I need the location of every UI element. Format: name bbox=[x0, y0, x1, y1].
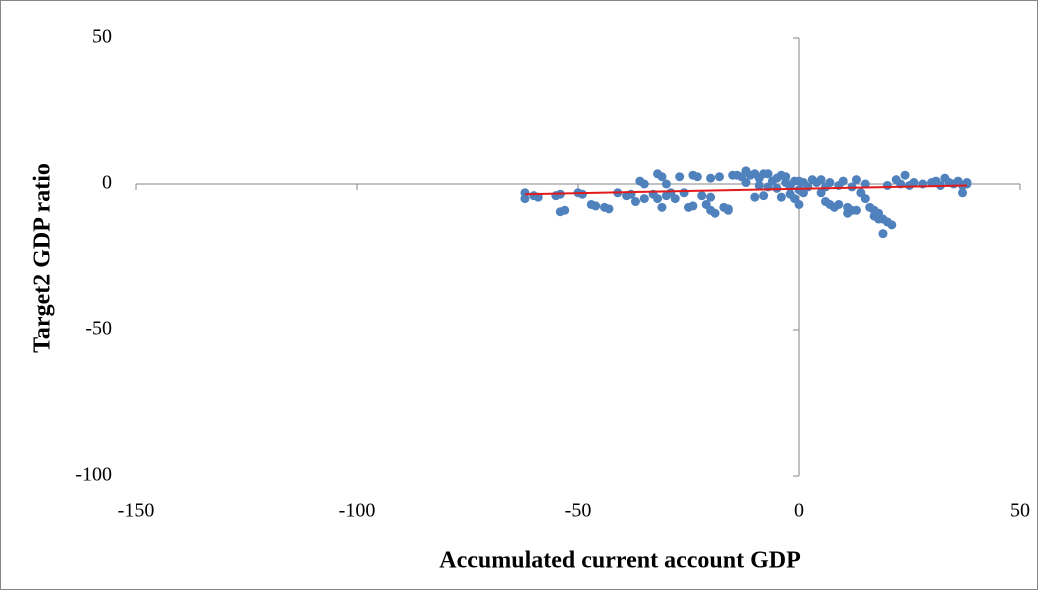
point bbox=[834, 199, 844, 209]
point bbox=[878, 229, 888, 239]
point bbox=[887, 220, 897, 230]
point bbox=[692, 172, 702, 182]
point bbox=[860, 194, 870, 204]
y-axis-title: Target2 GDP ratio bbox=[30, 163, 56, 353]
y-tick-label: -100 bbox=[75, 464, 112, 486]
point bbox=[604, 204, 614, 214]
point bbox=[697, 191, 707, 201]
point bbox=[577, 189, 587, 199]
point bbox=[639, 179, 649, 189]
point bbox=[520, 188, 530, 198]
point bbox=[962, 179, 972, 189]
point bbox=[591, 201, 601, 211]
point bbox=[630, 197, 640, 207]
point bbox=[851, 175, 861, 185]
point bbox=[675, 172, 685, 182]
point bbox=[825, 178, 835, 188]
point bbox=[706, 192, 716, 202]
point bbox=[882, 180, 892, 190]
x-axis-title: Accumulated current account GDP bbox=[439, 548, 801, 574]
point bbox=[706, 173, 716, 183]
point bbox=[670, 194, 680, 204]
point bbox=[657, 172, 667, 182]
point bbox=[653, 194, 663, 204]
point bbox=[750, 192, 760, 202]
point bbox=[816, 175, 826, 185]
point bbox=[639, 194, 649, 204]
point bbox=[851, 205, 861, 215]
point bbox=[679, 188, 689, 198]
y-tick-label: 0 bbox=[102, 172, 112, 194]
x-tick-label: 0 bbox=[794, 500, 804, 522]
x-tick-label: -150 bbox=[118, 500, 155, 522]
point bbox=[754, 180, 764, 190]
x-tick-label: -50 bbox=[565, 500, 592, 522]
point bbox=[657, 202, 667, 212]
point bbox=[723, 204, 733, 214]
point bbox=[794, 199, 804, 209]
point bbox=[759, 191, 769, 201]
trendline bbox=[524, 184, 967, 196]
point bbox=[909, 178, 919, 188]
x-tick-label: -100 bbox=[339, 500, 376, 522]
point bbox=[900, 170, 910, 180]
y-tick-label: -50 bbox=[85, 318, 112, 340]
x-tick-label: 50 bbox=[1010, 500, 1030, 522]
y-tick-label: 50 bbox=[92, 26, 112, 48]
point bbox=[741, 178, 751, 188]
point bbox=[838, 176, 848, 186]
point bbox=[688, 201, 698, 211]
point bbox=[560, 205, 570, 215]
point bbox=[958, 188, 968, 198]
point bbox=[710, 208, 720, 218]
point bbox=[776, 192, 786, 202]
point bbox=[763, 169, 773, 179]
point bbox=[860, 179, 870, 189]
point bbox=[661, 179, 671, 189]
point bbox=[714, 172, 724, 182]
